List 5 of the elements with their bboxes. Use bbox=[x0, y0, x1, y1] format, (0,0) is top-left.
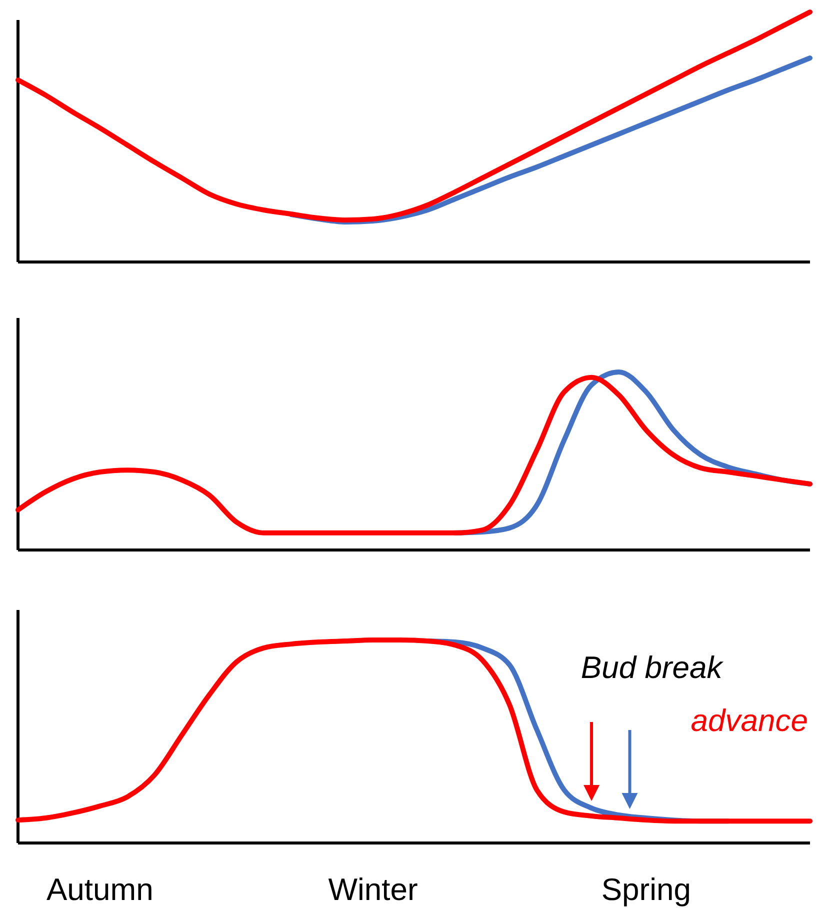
x-tick-label: Autumn bbox=[46, 872, 154, 907]
x-tick-label: Winter bbox=[328, 872, 418, 907]
annotation: advance bbox=[690, 703, 808, 738]
x-tick-label: Spring bbox=[601, 872, 691, 907]
annotation: Bud break bbox=[580, 650, 724, 685]
